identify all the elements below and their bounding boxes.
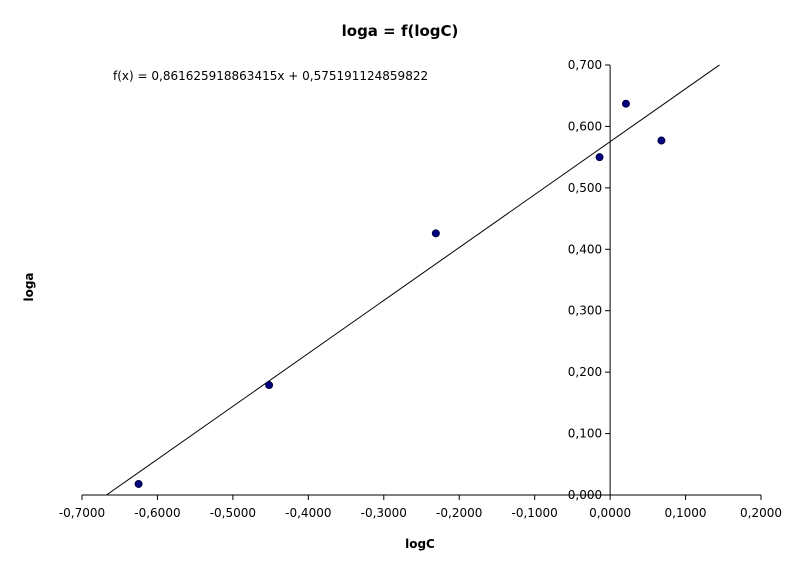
trendline [105, 64, 720, 496]
x-tick-label: -0,7000 [59, 506, 105, 520]
y-tick-label: 0,400 [568, 242, 602, 256]
data-point [265, 381, 274, 390]
x-tick-label: -0,5000 [210, 506, 256, 520]
y-tick-label: 0,200 [568, 365, 602, 379]
data-point [657, 136, 666, 145]
trendline-layer [105, 64, 720, 496]
data-point [134, 479, 143, 488]
y-tick-label: 0,100 [568, 427, 602, 441]
y-tick-label: 0,000 [568, 488, 602, 502]
x-axis-title: logC [405, 537, 435, 551]
x-tick-label: -0,6000 [134, 506, 180, 520]
x-tick-label: -0,4000 [285, 506, 331, 520]
y-tick-label: 0,300 [568, 304, 602, 318]
chart-title: loga = f(logC) [342, 22, 459, 40]
y-tick-label: 0,700 [568, 58, 602, 72]
y-tick-label: 0,600 [568, 119, 602, 133]
x-tick-label: 0,0000 [589, 506, 631, 520]
x-tick-label: 0,2000 [740, 506, 782, 520]
data-points [134, 99, 666, 488]
data-point [431, 229, 440, 238]
y-axis-title: loga [22, 272, 36, 301]
data-point [595, 153, 604, 162]
x-tick-label: -0,1000 [512, 506, 558, 520]
x-tick-label: -0,2000 [436, 506, 482, 520]
y-tick-label: 0,500 [568, 181, 602, 195]
axes: -0,7000 -0,6000 -0,5000 -0,4000 -0,3000 -0,20… [59, 58, 782, 520]
x-tick-label: 0,1000 [665, 506, 707, 520]
data-point [621, 99, 630, 108]
trendline-equation: f(x) = 0,861625918863415x + 0,5751911248… [113, 69, 428, 83]
x-tick-label: -0,3000 [361, 506, 407, 520]
